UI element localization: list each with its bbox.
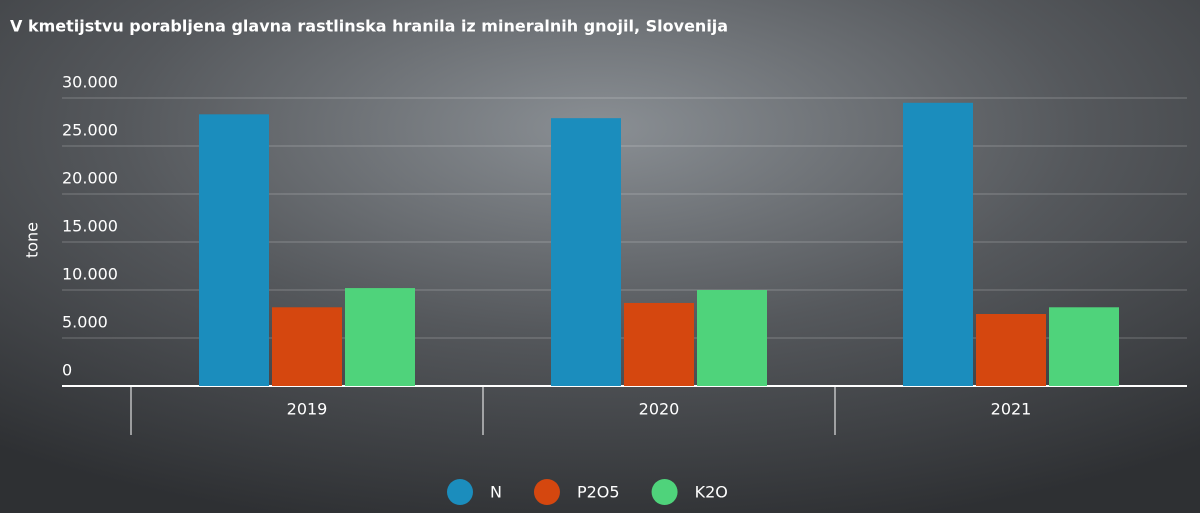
x-tick-label: 2019 bbox=[287, 400, 328, 419]
legend-label: K2O bbox=[695, 483, 728, 502]
legend-marker bbox=[651, 479, 678, 505]
y-tick-label: 5.000 bbox=[62, 313, 108, 332]
bar bbox=[199, 114, 269, 386]
chart-title: V kmetijstvu porabljena glavna rastlinsk… bbox=[10, 17, 728, 36]
bar bbox=[551, 118, 621, 386]
bar bbox=[345, 288, 415, 386]
bar bbox=[976, 314, 1046, 386]
legend-label: P2O5 bbox=[577, 483, 620, 502]
legend-marker bbox=[447, 479, 473, 505]
y-tick-label: 30.000 bbox=[62, 73, 118, 92]
legend-marker bbox=[533, 479, 560, 505]
y-tick-label: 15.000 bbox=[62, 217, 118, 236]
bar bbox=[1049, 307, 1119, 386]
bar bbox=[624, 302, 694, 386]
y-tick-label: 20.000 bbox=[62, 169, 118, 188]
x-tick-label: 2021 bbox=[991, 400, 1032, 419]
y-tick-label: 25.000 bbox=[62, 121, 118, 140]
bar bbox=[903, 102, 973, 387]
x-tick-label: 2020 bbox=[639, 400, 680, 419]
legend-label: N bbox=[490, 483, 502, 502]
bar bbox=[272, 307, 342, 386]
y-tick-label: 0 bbox=[62, 361, 72, 380]
bar bbox=[697, 290, 767, 386]
y-axis-label: tone bbox=[23, 222, 42, 258]
y-tick-label: 10.000 bbox=[62, 265, 118, 284]
